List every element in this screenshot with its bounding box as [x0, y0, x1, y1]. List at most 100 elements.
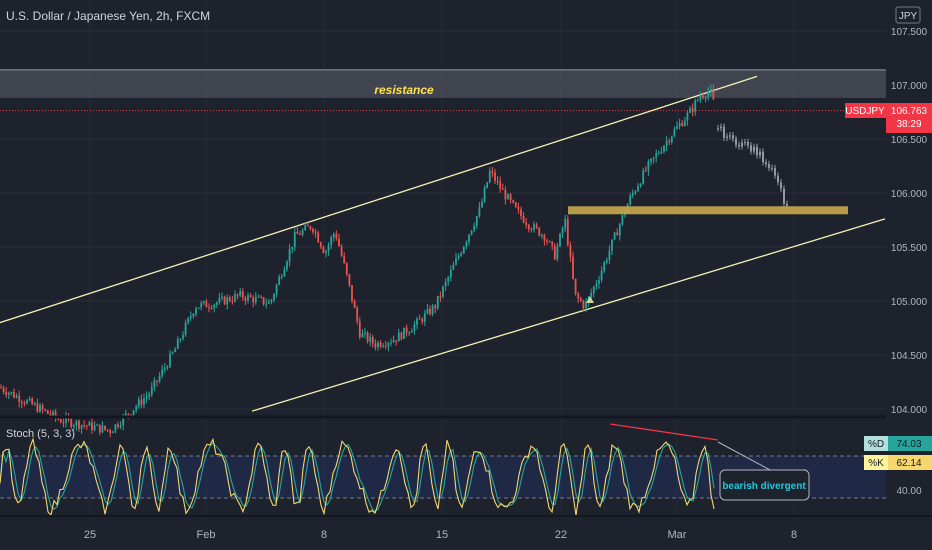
candle-body — [213, 304, 216, 309]
price-tick-label: 104.000 — [891, 405, 928, 416]
candle-body — [673, 129, 676, 137]
candle-body — [117, 424, 119, 427]
candle-body — [449, 269, 452, 278]
candle-body — [499, 181, 502, 189]
price-tick-label: 106.000 — [891, 189, 928, 200]
candle-body — [36, 403, 39, 412]
time-tick-label: 25 — [84, 529, 96, 541]
candle-body — [265, 303, 268, 305]
candle-body — [582, 301, 585, 309]
candle-body — [49, 413, 52, 416]
bearish-divergent-callout[interactable] — [719, 469, 810, 501]
candle-body — [533, 224, 535, 231]
price-tick-label: 106.500 — [891, 135, 928, 146]
candle-body — [468, 234, 470, 242]
candle-body — [226, 297, 229, 305]
candle-body — [278, 276, 281, 285]
candle-body — [590, 292, 593, 297]
projection-body — [738, 144, 740, 147]
candle-body — [106, 429, 109, 431]
channel-upper-line[interactable] — [0, 75, 758, 324]
candle-body — [5, 391, 8, 395]
candle-body — [130, 414, 132, 416]
candle-body — [205, 301, 208, 308]
candle-body — [551, 241, 554, 246]
candle-body — [249, 295, 252, 298]
candle-body — [280, 276, 283, 278]
stoch-k-value-tag — [888, 455, 932, 470]
candle-body — [548, 241, 551, 243]
candle-body — [585, 302, 587, 309]
stoch-d-tag — [864, 436, 888, 451]
candle-body — [600, 270, 603, 281]
candle-body — [538, 227, 541, 236]
candle-body — [382, 345, 385, 347]
candle-body — [631, 192, 634, 196]
candle-body — [481, 201, 483, 208]
projection-body — [756, 146, 758, 156]
candle-body — [483, 187, 486, 202]
candle-body — [460, 253, 463, 256]
candle-body — [535, 224, 538, 228]
candle-body — [569, 245, 572, 257]
stoch-d-value: 74.03 — [896, 439, 921, 450]
candle-body — [416, 318, 418, 325]
candle-body — [343, 255, 346, 263]
chart-title: U.S. Dollar / Japanese Yen, 2h, FXCM — [6, 9, 210, 23]
candle-body — [431, 305, 434, 315]
candle-body — [286, 261, 288, 270]
candle-body — [442, 286, 444, 297]
candle-body — [247, 295, 249, 301]
projection-body — [768, 164, 770, 168]
time-tick-label: 8 — [321, 529, 327, 541]
candle-body — [340, 246, 343, 256]
candle-body — [309, 226, 312, 229]
candle-body — [254, 297, 257, 303]
projection-body — [786, 203, 788, 206]
candle-body — [423, 313, 426, 322]
candle-body — [127, 413, 130, 415]
candle-body — [52, 411, 54, 416]
channel-lower-line[interactable] — [251, 218, 886, 412]
candle-body — [174, 348, 177, 353]
currency-box[interactable] — [895, 6, 921, 24]
candle-body — [517, 207, 520, 210]
indicator-title[interactable]: Stoch (5, 3, 3) — [6, 428, 75, 440]
projection-body — [774, 168, 776, 176]
candle-body — [681, 123, 684, 126]
candle-body — [395, 340, 398, 342]
candle-body — [486, 182, 489, 188]
candle-body — [491, 170, 494, 173]
candle-body — [507, 194, 509, 200]
candle-body — [683, 120, 686, 126]
time-tick-label: 8 — [791, 529, 797, 541]
candle-body — [390, 342, 392, 344]
price-tick-label: 107.000 — [891, 81, 928, 92]
candle-body — [655, 153, 658, 158]
candle-body — [647, 161, 650, 171]
candle-body — [273, 294, 275, 300]
candle-body — [109, 430, 112, 434]
candle-body — [80, 425, 83, 429]
candle-body — [387, 343, 390, 347]
time-tick-label: Feb — [197, 529, 216, 541]
candle-body — [291, 246, 294, 250]
candle-body — [660, 151, 663, 153]
candle-body — [668, 140, 671, 143]
candle-body — [197, 307, 200, 309]
candle-body — [470, 230, 473, 235]
candle-body — [299, 233, 301, 235]
candle-body — [577, 293, 580, 299]
candle-body — [283, 269, 286, 277]
candle-body — [114, 424, 117, 432]
price-tick-label: 105.000 — [891, 297, 928, 308]
candle-body — [119, 425, 122, 427]
candle-body — [135, 406, 138, 411]
candle-body — [208, 307, 210, 309]
projection-series — [717, 123, 788, 210]
support-zone[interactable] — [568, 206, 848, 215]
price-axis[interactable] — [886, 0, 932, 515]
candle-body — [559, 233, 561, 247]
candle-body — [621, 215, 624, 225]
